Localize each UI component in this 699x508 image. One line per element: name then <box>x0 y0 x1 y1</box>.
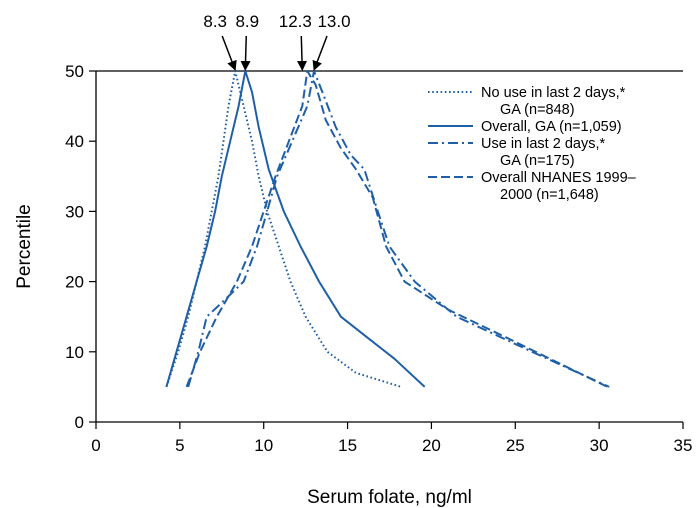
series-line-4 <box>185 70 608 388</box>
legend-label: Overall, GA (n=1,059) <box>481 119 622 135</box>
y-tick-label: 10 <box>65 343 84 362</box>
peak-label: 8.9 <box>235 12 259 31</box>
x-axis-title: Serum folate, ng/ml <box>307 487 472 508</box>
y-axis-title: Percentile <box>14 204 35 289</box>
x-tick-label: 15 <box>338 436 357 455</box>
series-group <box>165 70 610 388</box>
x-tick-label: 5 <box>175 436 184 455</box>
legend: No use in last 2 days,*GA (n=848)Overall… <box>428 85 637 203</box>
y-tick-label: 20 <box>65 273 84 292</box>
peak-arrow <box>312 35 328 71</box>
y-tick-label: 30 <box>65 202 84 221</box>
x-tick-label: 30 <box>590 436 609 455</box>
series-line-3 <box>187 70 610 388</box>
legend-label: Use in last 2 days,* <box>481 136 605 152</box>
legend-label: No use in last 2 days,* <box>481 85 626 101</box>
peak-arrow <box>221 35 237 71</box>
peak-arrow <box>297 35 308 71</box>
peak-arrow <box>240 35 251 71</box>
y-tick-label: 0 <box>75 413 84 432</box>
x-tick-label: 10 <box>254 436 273 455</box>
legend-label: Overall NHANES 1999– <box>481 170 637 186</box>
x-tick-label: 35 <box>674 436 693 455</box>
peak-label: 12.3 <box>279 12 312 31</box>
peak-label: 13.0 <box>317 12 350 31</box>
x-tick-label: 0 <box>91 436 100 455</box>
y-tick-label: 50 <box>65 62 84 81</box>
y-tick-label: 40 <box>65 132 84 151</box>
x-tick-label: 25 <box>506 436 525 455</box>
peak-label: 8.3 <box>203 12 227 31</box>
legend-label: GA (n=848) <box>500 102 575 118</box>
annotations: 8.3 8.9 12.3 13.0 <box>203 12 351 71</box>
series-line-2 <box>165 70 426 388</box>
x-tick-label: 20 <box>422 436 441 455</box>
legend-label: GA (n=175) <box>500 153 575 169</box>
axes: 0 5 10 15 20 25 30 35 0 10 20 30 40 50 <box>65 62 692 455</box>
legend-label: 2000 (n=1,648) <box>500 187 599 203</box>
